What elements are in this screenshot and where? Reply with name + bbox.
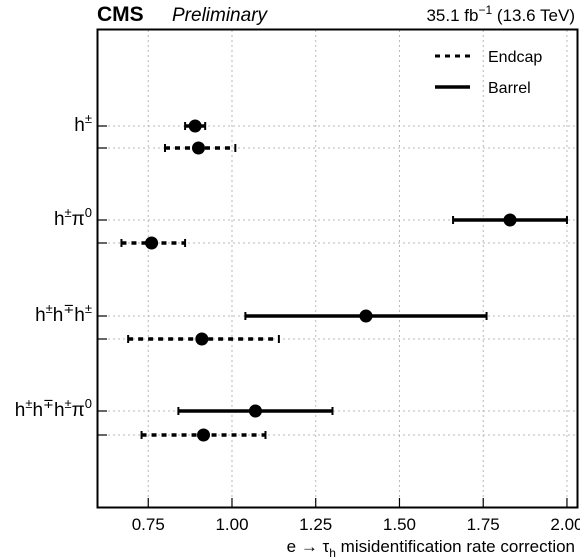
x-tick-label: 1.00 xyxy=(215,515,248,534)
data-marks xyxy=(120,119,568,442)
category-label: h± xyxy=(74,111,92,136)
grid xyxy=(98,30,577,507)
legend-barrel-label: Barrel xyxy=(488,80,531,97)
category-label: h±h∓h±π0 xyxy=(15,396,92,421)
barrel-point xyxy=(188,119,202,133)
experiment-label: CMS xyxy=(97,3,144,26)
legend: Endcap Barrel xyxy=(435,49,542,97)
header: CMS Preliminary 35.1 fb−1 (13.6 TeV) xyxy=(97,3,575,26)
x-tick-label: 1.50 xyxy=(383,515,416,534)
category-label: h±h∓h± xyxy=(35,301,92,326)
x-tick-label: 1.75 xyxy=(467,515,500,534)
status-label: Preliminary xyxy=(172,5,269,26)
barrel-point xyxy=(503,213,517,227)
x-tick-label: 2.00 xyxy=(550,515,580,534)
endcap-point xyxy=(145,236,159,250)
x-axis-label: e → τh misidentification rate correction xyxy=(287,537,575,559)
x-axis-ticks: 0.75 1.00 1.25 1.50 1.75 2.00 xyxy=(98,125,580,534)
category-labels: h± h±π0 h±h∓h± h±h∓h±π0 xyxy=(15,111,92,421)
plot-frame xyxy=(96,28,579,509)
legend-endcap-label: Endcap xyxy=(488,49,542,66)
barrel-point xyxy=(248,404,262,418)
endcap-point xyxy=(197,428,211,442)
category-label: h±π0 xyxy=(54,205,92,230)
luminosity-label: 35.1 fb−1 (13.6 TeV) xyxy=(426,3,575,25)
endcap-point xyxy=(195,332,209,346)
barrel-point xyxy=(359,309,373,323)
x-tick-label: 1.25 xyxy=(299,515,332,534)
x-tick-label: 0.75 xyxy=(132,515,165,534)
endcap-point xyxy=(191,141,205,155)
